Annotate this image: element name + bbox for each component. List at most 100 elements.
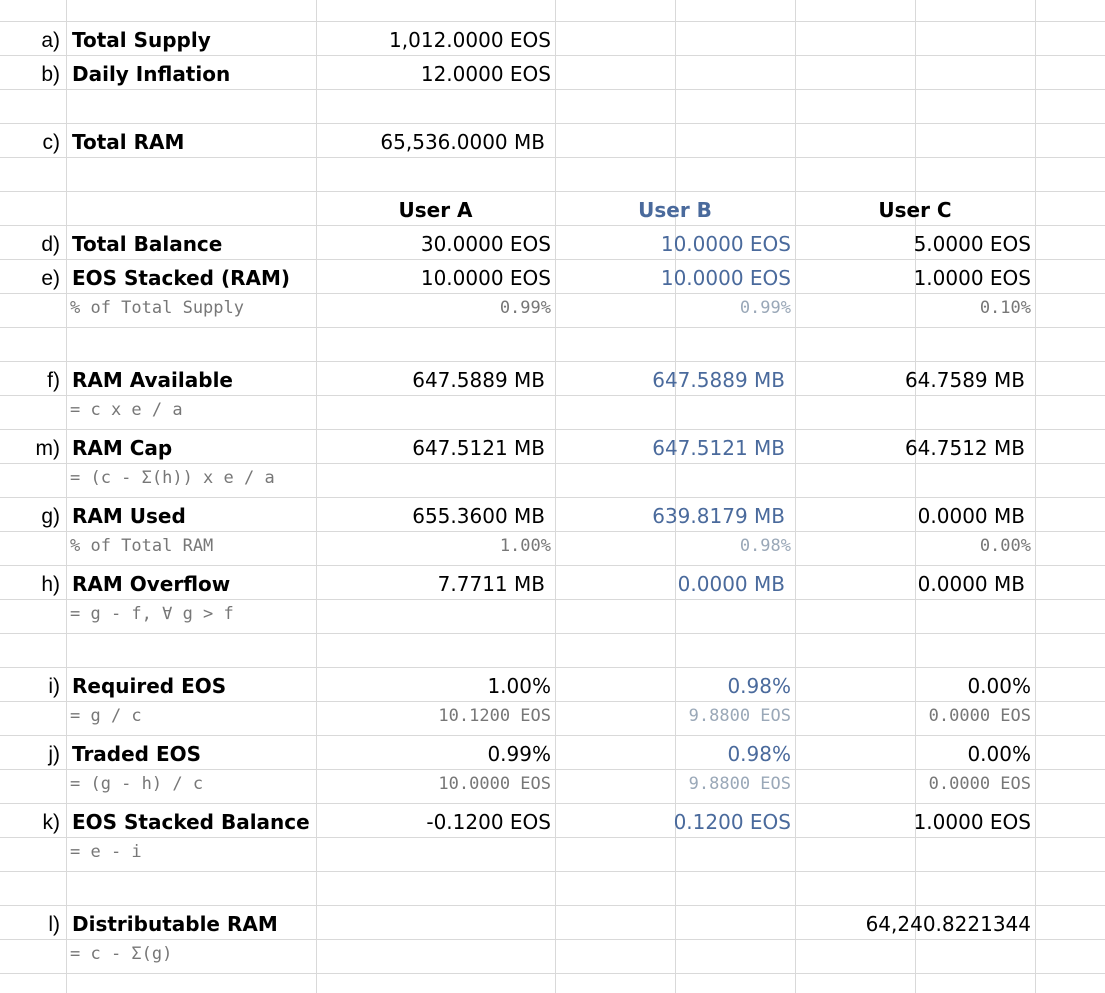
traded-eos-amount-user-c[interactable]: 0.0000 EOS xyxy=(928,774,1031,794)
row-label[interactable]: b) xyxy=(41,63,60,86)
ram-available-user-c[interactable]: 64.7589 MB xyxy=(904,368,1025,392)
eos-stacked-label[interactable]: EOS Stacked (RAM) xyxy=(72,266,291,290)
percent-supply-user-b[interactable]: 0.99% xyxy=(739,298,791,318)
distributable-ram-formula[interactable]: = c - Σ(g) xyxy=(70,944,173,964)
row-label[interactable]: k) xyxy=(42,811,61,834)
percent-ram-user-b[interactable]: 0.98% xyxy=(739,536,791,556)
required-eos-amount-user-a[interactable]: 10.1200 EOS xyxy=(438,706,551,726)
row-label[interactable]: l) xyxy=(48,913,60,936)
gridline xyxy=(0,667,1105,668)
eos-stacked-user-c[interactable]: 1.0000 EOS xyxy=(913,266,1031,290)
ram-cap-label[interactable]: RAM Cap xyxy=(72,436,173,460)
total-supply-value[interactable]: 1,012.0000 EOS xyxy=(389,28,551,52)
gridline xyxy=(316,0,317,993)
ram-available-formula[interactable]: = c x e / a xyxy=(70,400,183,420)
daily-inflation-label[interactable]: Daily Inflation xyxy=(72,62,231,86)
gridline xyxy=(0,837,1105,838)
user-a-header[interactable]: User A xyxy=(398,198,473,222)
ram-overflow-user-a[interactable]: 7.7711 MB xyxy=(437,572,545,596)
percent-supply-user-a[interactable]: 0.99% xyxy=(499,298,551,318)
ram-used-user-a[interactable]: 655.3600 MB xyxy=(412,504,545,528)
gridline xyxy=(0,429,1105,430)
traded-eos-amount-user-a[interactable]: 10.0000 EOS xyxy=(438,774,551,794)
required-eos-user-b[interactable]: 0.98% xyxy=(727,674,791,698)
ram-overflow-user-c[interactable]: 0.0000 MB xyxy=(917,572,1025,596)
required-eos-user-c[interactable]: 0.00% xyxy=(967,674,1031,698)
user-c-header[interactable]: User C xyxy=(878,198,952,222)
eos-stacked-balance-user-b[interactable]: 0.1200 EOS xyxy=(673,810,791,834)
gridline xyxy=(0,565,1105,566)
ram-used-user-c[interactable]: 0.0000 MB xyxy=(917,504,1025,528)
row-label[interactable]: c) xyxy=(42,131,61,154)
row-label[interactable]: m) xyxy=(35,437,61,460)
row-label[interactable]: g) xyxy=(41,505,60,528)
gridline xyxy=(0,191,1105,192)
total-ram-value[interactable]: 65,536.0000 MB xyxy=(380,130,545,154)
gridline xyxy=(555,0,556,993)
traded-eos-formula[interactable]: = (g - h) / c xyxy=(70,774,204,794)
traded-eos-user-c[interactable]: 0.00% xyxy=(967,742,1031,766)
gridline xyxy=(0,599,1105,600)
total-balance-user-c[interactable]: 5.0000 EOS xyxy=(913,232,1031,256)
eos-stacked-user-a[interactable]: 10.0000 EOS xyxy=(420,266,551,290)
daily-inflation-value[interactable]: 12.0000 EOS xyxy=(420,62,551,86)
ram-available-user-a[interactable]: 647.5889 MB xyxy=(412,368,545,392)
gridline xyxy=(0,633,1105,634)
ram-cap-user-b[interactable]: 647.5121 MB xyxy=(652,436,785,460)
percent-ram-user-a[interactable]: 1.00% xyxy=(499,536,551,556)
row-label[interactable]: e) xyxy=(41,267,60,290)
eos-stacked-user-b[interactable]: 10.0000 EOS xyxy=(660,266,791,290)
gridline xyxy=(0,259,1105,260)
distributable-ram-label[interactable]: Distributable RAM xyxy=(72,912,278,936)
gridline xyxy=(0,973,1105,974)
gridline xyxy=(0,327,1105,328)
row-label[interactable]: d) xyxy=(41,233,60,256)
ram-cap-formula[interactable]: = (c - Σ(h)) x e / a xyxy=(70,468,275,488)
percent-total-ram-label[interactable]: % of Total RAM xyxy=(70,536,214,556)
ram-used-label[interactable]: RAM Used xyxy=(72,504,186,528)
gridline xyxy=(0,735,1105,736)
total-supply-label[interactable]: Total Supply xyxy=(72,28,211,52)
ram-overflow-label[interactable]: RAM Overflow xyxy=(72,572,231,596)
required-eos-formula[interactable]: = g / c xyxy=(70,706,142,726)
gridline xyxy=(0,55,1105,56)
total-balance-user-a[interactable]: 30.0000 EOS xyxy=(420,232,551,256)
eos-stacked-balance-formula[interactable]: = e - i xyxy=(70,842,142,862)
eos-stacked-balance-user-a[interactable]: -0.1200 EOS xyxy=(426,810,551,834)
required-eos-amount-user-c[interactable]: 0.0000 EOS xyxy=(928,706,1031,726)
gridline xyxy=(0,939,1105,940)
ram-overflow-user-b[interactable]: 0.0000 MB xyxy=(677,572,785,596)
gridline xyxy=(0,701,1105,702)
row-label[interactable]: f) xyxy=(47,369,60,392)
percent-ram-user-c[interactable]: 0.00% xyxy=(979,536,1031,556)
traded-eos-amount-user-b[interactable]: 9.8800 EOS xyxy=(688,774,791,794)
ram-used-user-b[interactable]: 639.8179 MB xyxy=(652,504,785,528)
total-balance-user-b[interactable]: 10.0000 EOS xyxy=(660,232,791,256)
row-label[interactable]: i) xyxy=(48,675,60,698)
total-balance-label[interactable]: Total Balance xyxy=(72,232,223,256)
ram-cap-user-c[interactable]: 64.7512 MB xyxy=(904,436,1025,460)
required-eos-amount-user-b[interactable]: 9.8800 EOS xyxy=(688,706,791,726)
ram-available-user-b[interactable]: 647.5889 MB xyxy=(652,368,785,392)
gridline xyxy=(915,0,916,993)
row-label[interactable]: j) xyxy=(48,743,60,766)
traded-eos-user-b[interactable]: 0.98% xyxy=(727,742,791,766)
ram-overflow-formula[interactable]: = g - f, ∀ g > f xyxy=(70,604,234,624)
traded-eos-user-a[interactable]: 0.99% xyxy=(487,742,551,766)
row-label[interactable]: h) xyxy=(41,573,60,596)
percent-total-supply-label[interactable]: % of Total Supply xyxy=(70,298,244,318)
total-ram-label[interactable]: Total RAM xyxy=(72,130,185,154)
eos-stacked-balance-user-c[interactable]: 1.0000 EOS xyxy=(913,810,1031,834)
required-eos-label[interactable]: Required EOS xyxy=(72,674,227,698)
traded-eos-label[interactable]: Traded EOS xyxy=(72,742,202,766)
ram-available-label[interactable]: RAM Available xyxy=(72,368,233,392)
gridline xyxy=(0,497,1105,498)
ram-cap-user-a[interactable]: 647.5121 MB xyxy=(412,436,545,460)
percent-supply-user-c[interactable]: 0.10% xyxy=(979,298,1031,318)
user-b-header[interactable]: User B xyxy=(638,198,712,222)
distributable-ram-value[interactable]: 64,240.8221344 xyxy=(865,912,1031,936)
required-eos-user-a[interactable]: 1.00% xyxy=(487,674,551,698)
eos-stacked-balance-label[interactable]: EOS Stacked Balance xyxy=(72,810,310,834)
row-label[interactable]: a) xyxy=(41,29,60,52)
